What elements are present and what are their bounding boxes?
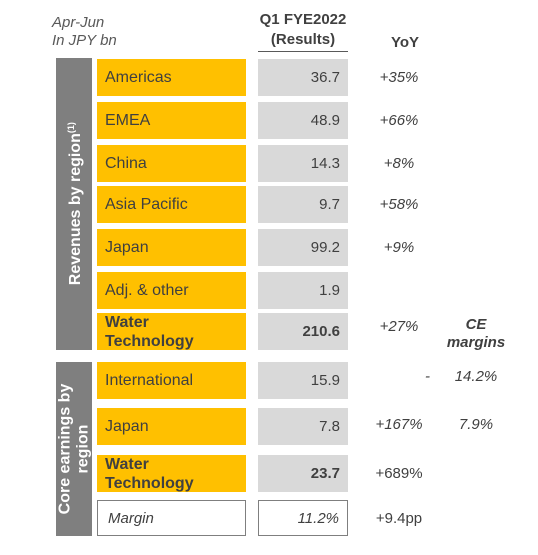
value-china: 14.3 [258, 145, 348, 182]
value-asia-pacific: 9.7 [258, 186, 348, 223]
yoy-japan: +9% [383, 239, 415, 256]
core-side-text-line2: region [74, 424, 92, 474]
value-americas: 36.7 [258, 59, 348, 96]
row-label-international: International [97, 362, 246, 399]
core-total-label: Water Technology [97, 455, 246, 492]
yoy-emea: +66% [379, 112, 419, 129]
core-earnings-side-label: Core earnings by region [56, 362, 92, 536]
yoy-asia-pacific: +58% [379, 196, 419, 213]
row-label-americas: Americas [97, 59, 246, 96]
yoy-adj-other [360, 272, 438, 309]
value-japan: 99.2 [258, 229, 348, 266]
results-column-header: Q1 FYE2022 (Results) [258, 10, 348, 50]
revenues-total-yoy: +27% [379, 318, 419, 335]
value-core-japan: 7.8 [258, 408, 348, 445]
yoy-china: +8% [383, 155, 415, 172]
column-title-results: (Results) [270, 31, 336, 48]
row-label-emea: EMEA [97, 102, 246, 139]
row-label-asia-pacific: Asia Pacific [97, 186, 246, 223]
header-period-unit: Apr-Jun In JPY bn [52, 14, 117, 50]
core-total-value: 23.7 [258, 455, 348, 492]
yoy-international: - [425, 368, 430, 385]
core-total-label-line2: Technology [105, 474, 194, 492]
row-label-adj-other: Adj. & other [97, 272, 246, 309]
margin-value: 11.2% [258, 500, 348, 536]
column-title-period: Q1 FYE2022 [259, 11, 347, 28]
revenues-side-label: Revenues by region(1) [56, 58, 92, 350]
yoy-americas: +35% [379, 69, 419, 86]
revenues-total-label: Water Technology [97, 313, 246, 350]
core-total-yoy: +689% [375, 465, 423, 482]
revenues-total-value: 210.6 [258, 313, 348, 350]
value-adj-other: 1.9 [258, 272, 348, 309]
unit-label: In JPY bn [52, 32, 117, 49]
period-label: Apr-Jun [52, 14, 105, 31]
revenues-side-text: Revenues by region [67, 133, 85, 286]
revenues-total-label-line2: Technology [105, 332, 194, 350]
core-side-text-line1: Core earnings by [56, 383, 74, 515]
yoy-column-header: YoY [390, 34, 420, 51]
row-label-japan: Japan [97, 229, 246, 266]
header-underline [258, 51, 348, 52]
value-international: 15.9 [258, 362, 348, 399]
row-label-china: China [97, 145, 246, 182]
ce-margins-title-line2: margins [446, 334, 506, 351]
ce-margin-core-japan: 7.9% [458, 416, 494, 433]
ce-margins-title-line1: CE [465, 316, 487, 333]
yoy-core-japan: +167% [375, 416, 423, 433]
revenues-footnote-marker: (1) [66, 122, 77, 134]
row-label-core-japan: Japan [97, 408, 246, 445]
margin-yoy: +9.4pp [375, 509, 423, 527]
margin-label: Margin [97, 500, 246, 536]
ce-margins-header: CE margins [440, 316, 512, 352]
ce-margin-international: 14.2% [454, 368, 498, 385]
value-emea: 48.9 [258, 102, 348, 139]
core-total-label-line1: Water [105, 455, 149, 473]
revenues-total-label-line1: Water [105, 313, 149, 331]
